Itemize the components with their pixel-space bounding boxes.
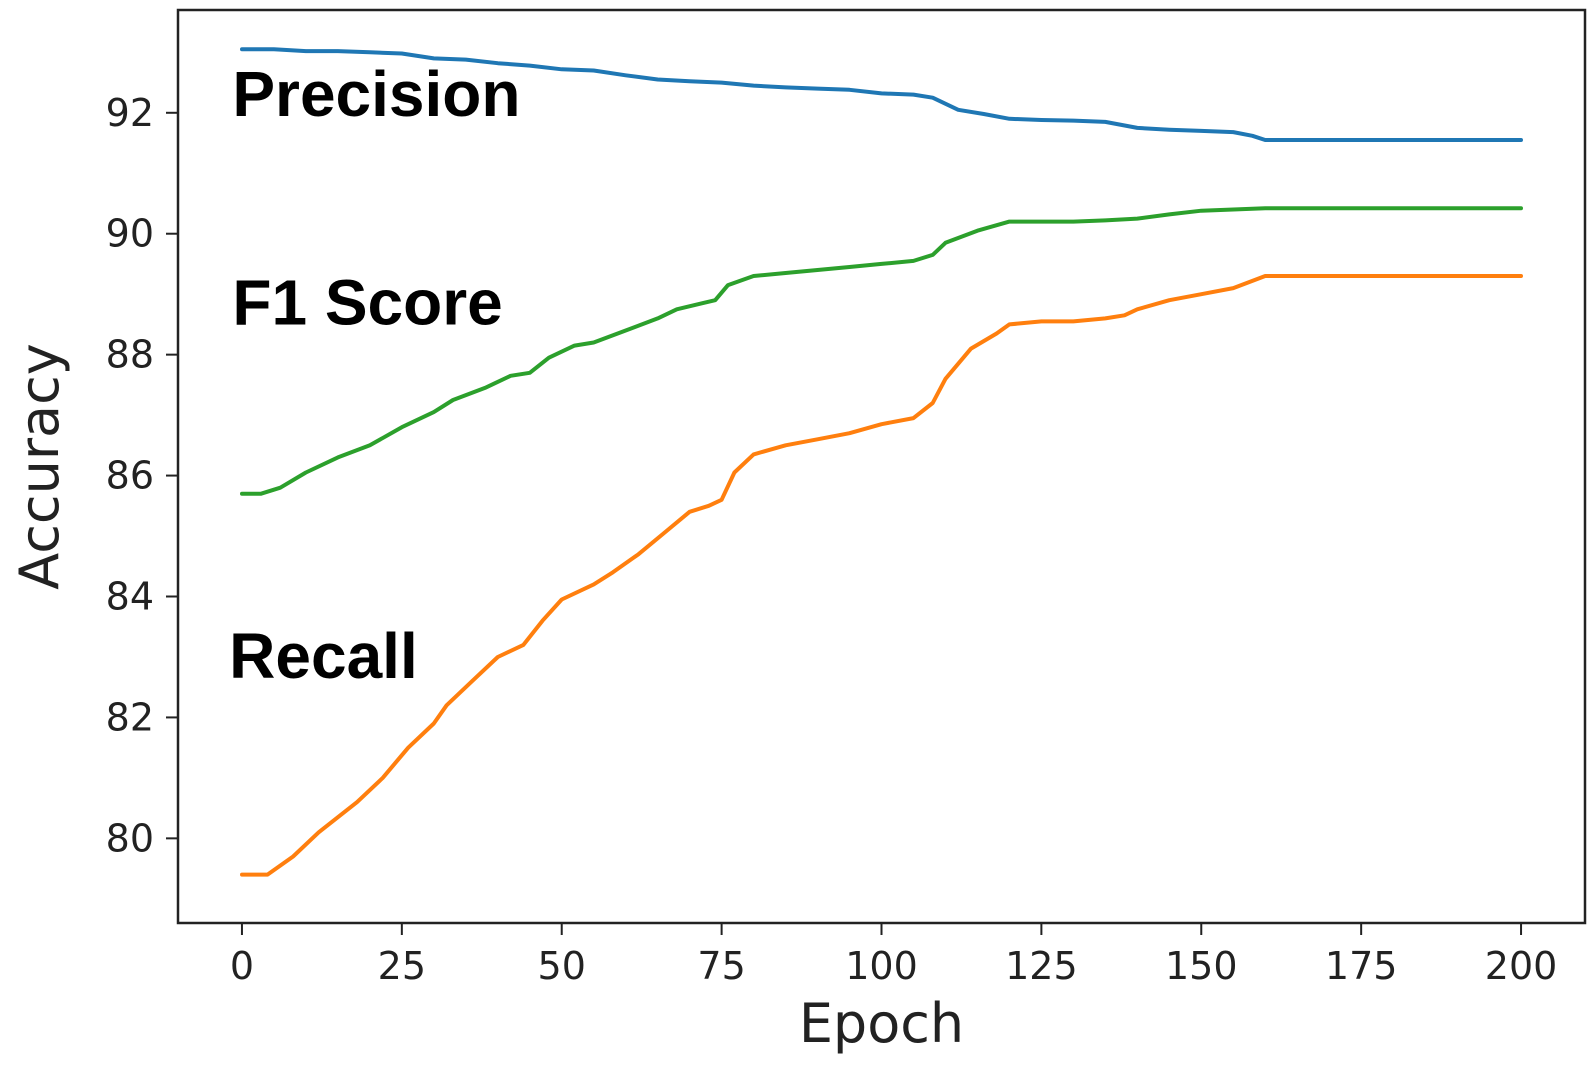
series-label-recall: Recall [229,620,418,692]
series-label-precision: Precision [232,58,520,130]
x-tick-label: 150 [1165,944,1238,988]
y-tick-label: 90 [106,212,154,256]
y-tick-label: 88 [106,333,154,377]
x-tick-label: 50 [538,944,586,988]
y-axis: 80 82 84 86 88 90 92 [106,91,178,860]
x-tick-label: 25 [378,944,426,988]
x-tick-label: 125 [1005,944,1078,988]
y-tick-label: 82 [106,695,154,739]
series-label-f1-score: F1 Score [232,266,502,338]
plot-area [176,8,1587,925]
series-annotations: Precision F1 Score Recall [229,58,520,692]
y-tick-label: 92 [106,91,154,135]
x-tick-label: 175 [1325,944,1398,988]
series-line-recall [240,274,1523,877]
x-tick-label: 75 [697,944,745,988]
series-line-f1-score [240,206,1523,496]
series-lines [240,47,1523,877]
x-tick-label: 0 [230,944,254,988]
y-tick-label: 86 [106,454,154,498]
x-axis-label: Epoch [799,992,964,1055]
x-tick-label: 100 [845,944,918,988]
x-tick-label: 200 [1485,944,1558,988]
series-line-precision [240,47,1523,142]
y-axis-label: Accuracy [8,343,71,590]
y-tick-label: 80 [106,816,154,860]
x-axis: 0 25 50 75 100 125 150 175 200 [230,923,1557,988]
y-tick-label: 84 [106,574,154,618]
